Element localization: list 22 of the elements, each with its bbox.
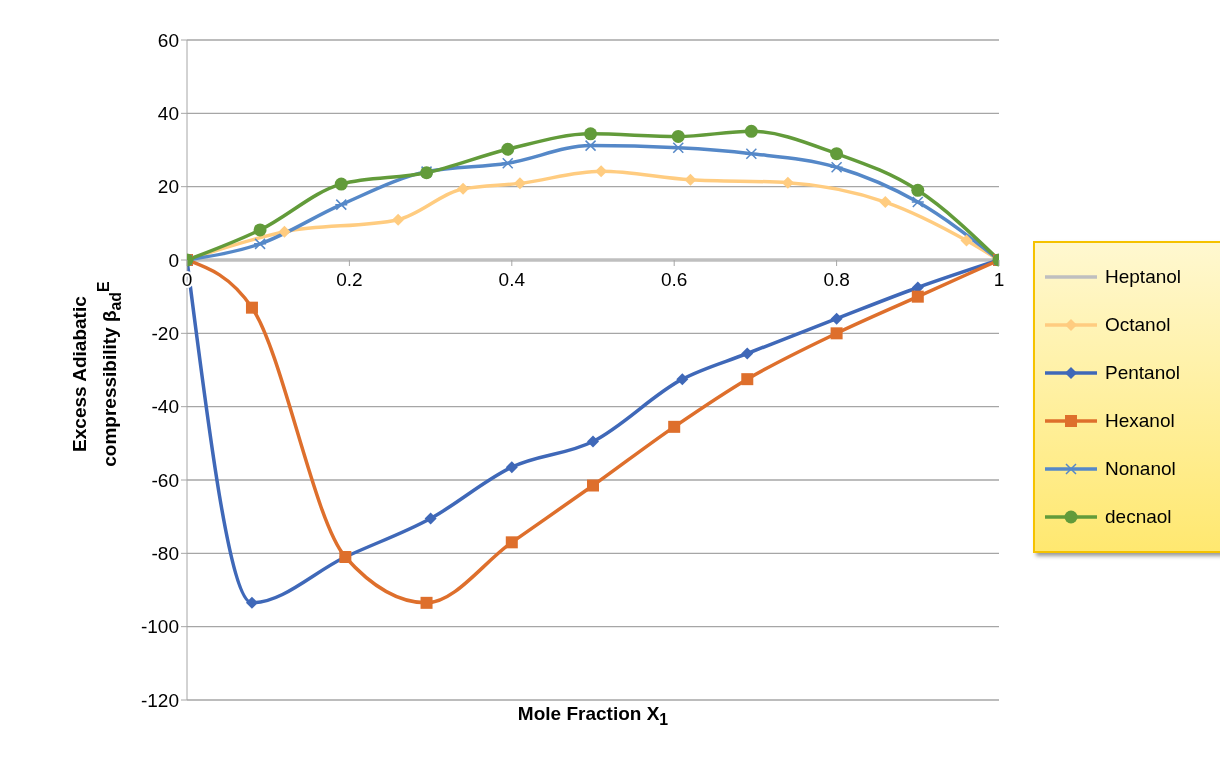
y-tick-label: 40 — [157, 103, 179, 125]
x-tick-label: 1 — [993, 269, 1005, 290]
x-tick-label: 0.6 — [660, 269, 688, 290]
y-tick-label: -20 — [151, 323, 179, 345]
y-tick-label: 20 — [157, 176, 179, 198]
x-tick-label: 0.8 — [823, 269, 850, 290]
y-tick-label: -40 — [151, 396, 179, 418]
y-tick-label: 0 — [168, 249, 179, 271]
legend-label: decnaol — [1105, 506, 1172, 528]
legend-label: Pentanol — [1105, 362, 1181, 384]
legend-label: Octanol — [1105, 314, 1171, 336]
x-tick-label: 0.4 — [498, 269, 526, 290]
legend-label: Heptanol — [1105, 266, 1182, 288]
x-axis-title: Mole Fraction X$_{1}$ — [516, 703, 670, 729]
y-tick-label: -60 — [151, 469, 179, 491]
legend-label: Nonanol — [1105, 458, 1176, 480]
legend-label: Hexanol — [1105, 410, 1175, 432]
y-tick-label: -120 — [140, 689, 179, 711]
x-tick-label: 0.2 — [336, 269, 363, 290]
y-tick-label: -80 — [151, 543, 179, 565]
y-tick-label: 60 — [157, 29, 179, 51]
y-tick-label: -100 — [140, 616, 179, 638]
